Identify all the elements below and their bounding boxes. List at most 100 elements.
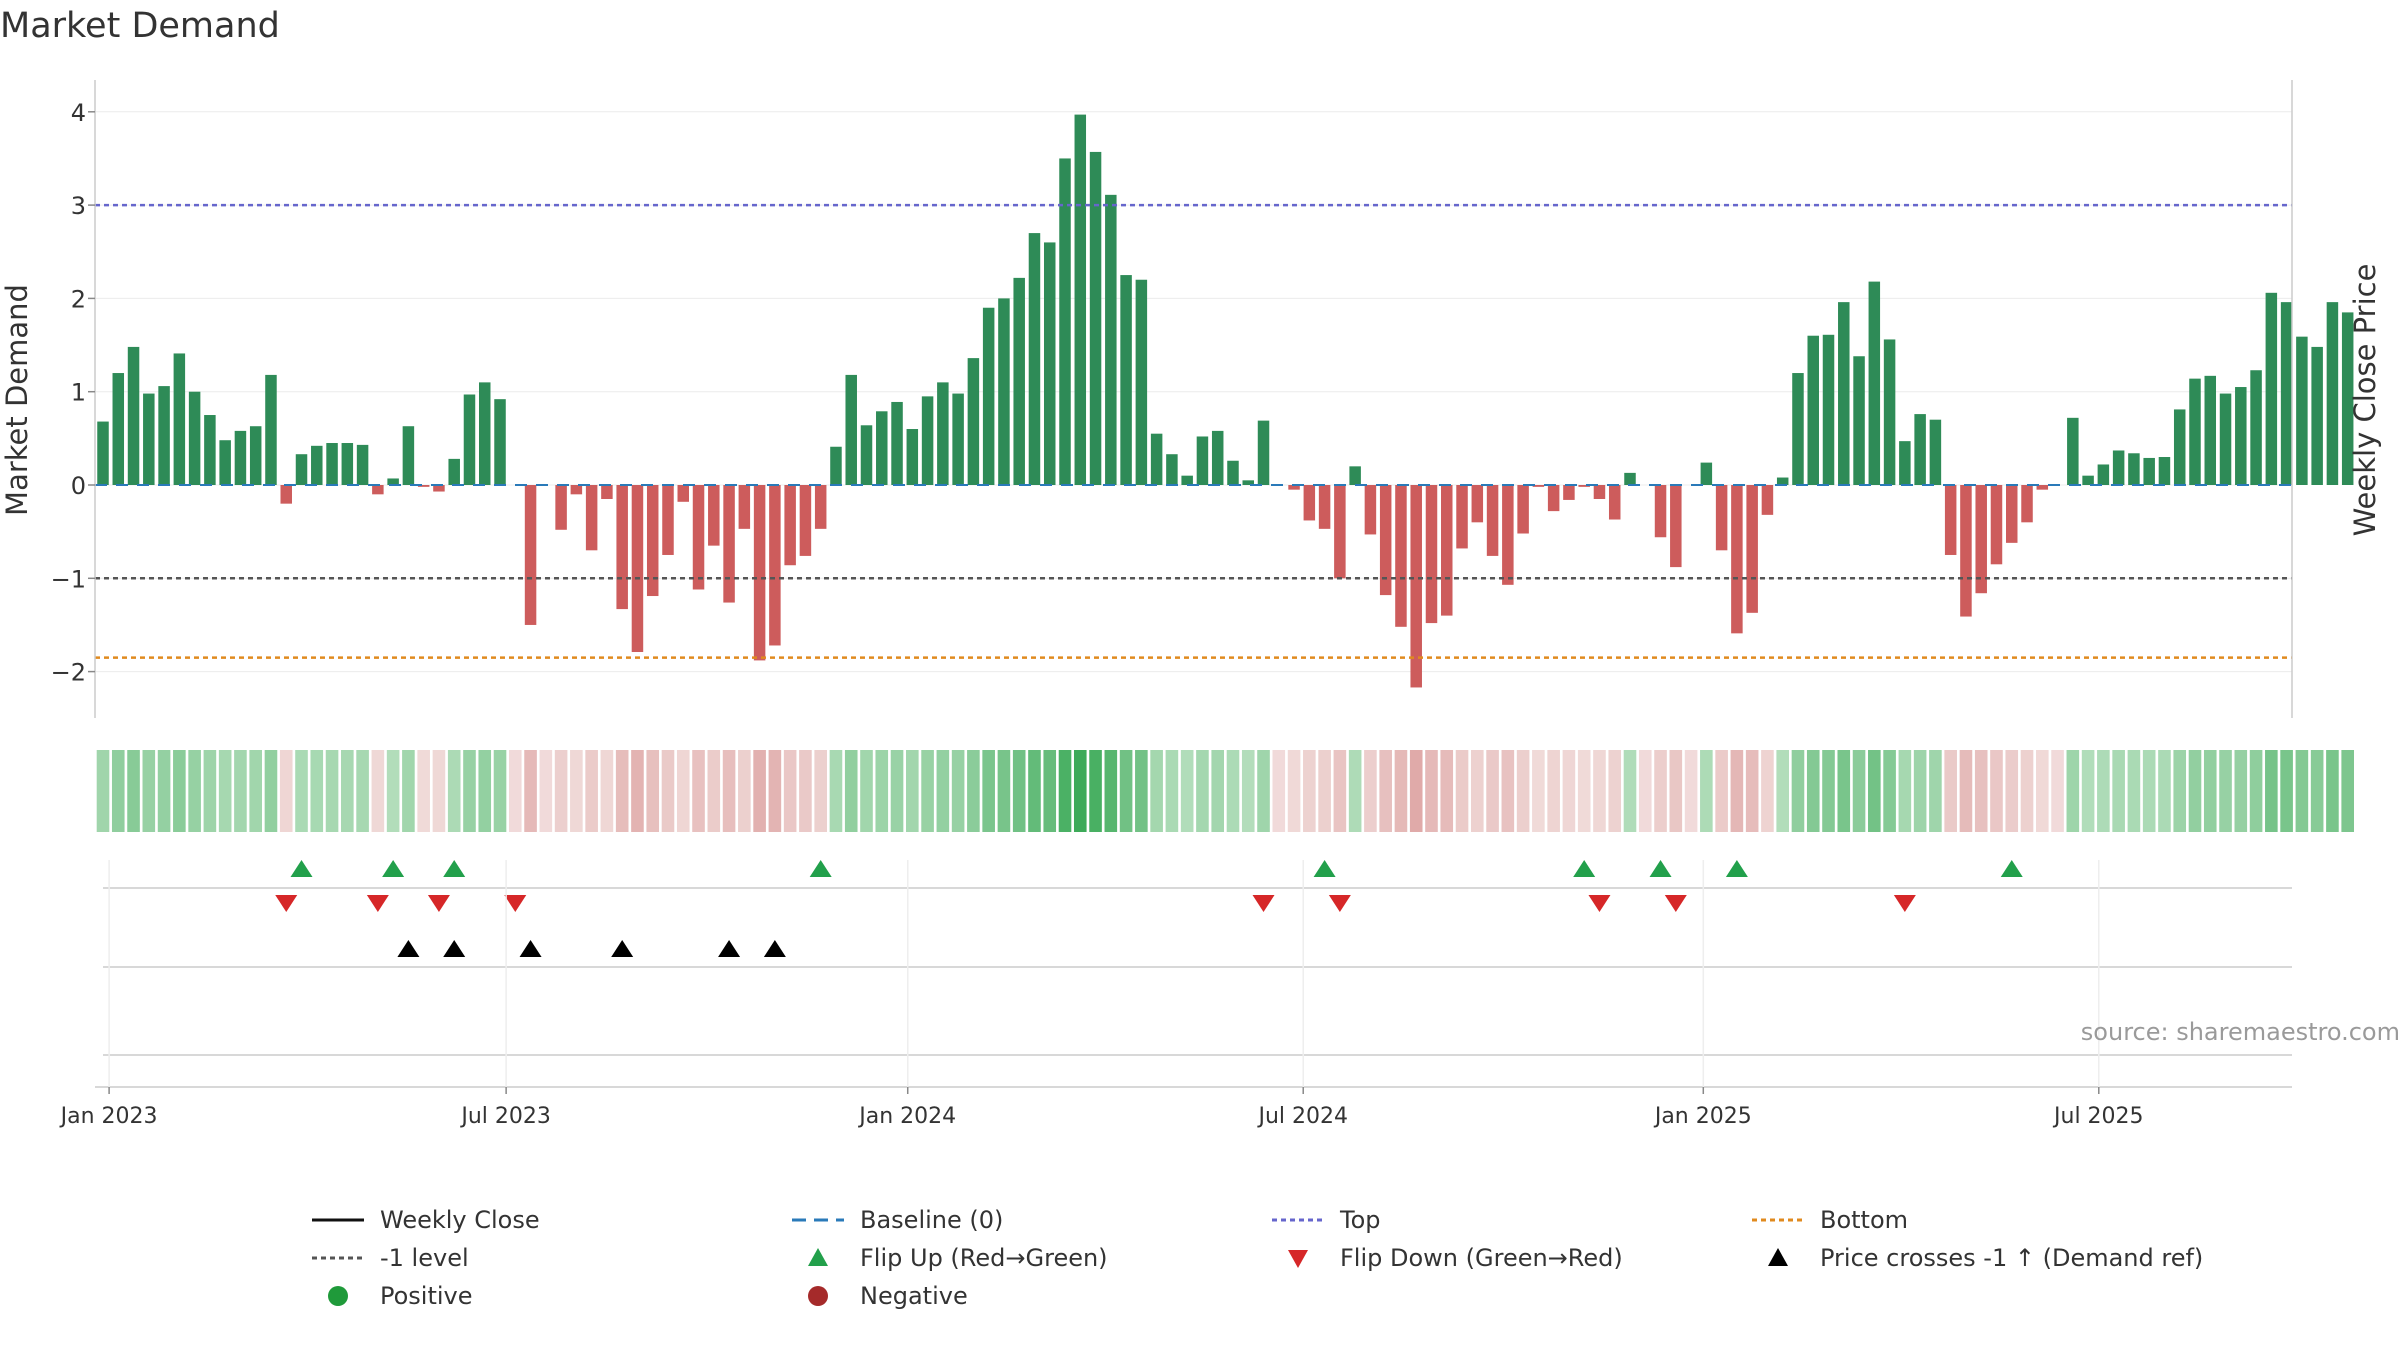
heat-cell-137 (2188, 750, 2202, 832)
heat-cell-121 (1944, 750, 1957, 832)
left-tick-label-5: −1 (51, 565, 86, 593)
heat-cell-38 (676, 750, 690, 832)
legend-bottom-symbol (1752, 1218, 1804, 1222)
heat-cell-89 (1455, 750, 1469, 832)
heat-cell-5 (173, 750, 186, 832)
legend-positive: Positive (308, 1281, 473, 1311)
heat-cell-47 (814, 750, 827, 832)
demand-bar-63 (1059, 158, 1071, 485)
legend-flip-down: Flip Down (Green→Red) (1268, 1243, 1623, 1273)
demand-bar-51 (876, 411, 888, 485)
demand-bar-50 (860, 425, 873, 485)
demand-bar-134 (2143, 457, 2155, 485)
heat-cell-141 (2249, 750, 2263, 832)
heat-cell-6 (188, 750, 201, 832)
heat-cell-50 (860, 750, 873, 832)
demand-bar-41 (723, 485, 735, 603)
demand-bar-12 (280, 485, 292, 504)
demand-bar-13 (295, 454, 308, 485)
demand-bar-116 (1868, 281, 1881, 485)
heat-cell-128 (2051, 750, 2064, 832)
demand-bar-93 (1517, 485, 1529, 534)
heat-cell-82 (1348, 750, 1362, 832)
heat-cell-140 (2234, 750, 2248, 832)
demand-bar-67 (1120, 275, 1132, 485)
demand-bar-86 (1410, 485, 1422, 688)
demand-bar-10 (249, 426, 262, 485)
heat-cell-95 (1547, 750, 1560, 832)
demand-bar-122 (1960, 485, 1972, 617)
heat-cell-79 (1303, 750, 1316, 832)
flip-up-marker-6 (1649, 860, 1672, 877)
demand-bar-130 (2082, 475, 2094, 485)
legend-weekly-close-symbol (312, 1218, 364, 1222)
heat-cell-9 (234, 750, 247, 832)
demand-bar-0 (97, 421, 109, 485)
heat-cell-76 (1257, 750, 1270, 832)
heat-cell-40 (707, 750, 721, 832)
demand-bar-43 (753, 485, 766, 661)
demand-bar-96 (1563, 485, 1575, 500)
demand-bar-80 (1318, 485, 1331, 529)
heat-cell-21 (417, 750, 430, 832)
heat-cell-2 (127, 750, 140, 832)
heat-cell-63 (1058, 750, 1072, 832)
demand-bar-106 (1715, 485, 1728, 551)
demand-bar-32 (585, 485, 598, 551)
demand-bar-26 (494, 399, 506, 485)
left-axis-title: Market Demand (0, 284, 34, 516)
heat-cell-66 (1104, 750, 1118, 832)
left-tick-label-4: 0 (71, 472, 86, 500)
heat-cell-23 (447, 750, 461, 832)
demand-bar-38 (677, 485, 690, 502)
demand-bar-138 (2204, 375, 2217, 485)
demand-bar-28 (524, 485, 537, 625)
price-cross-marker-0 (397, 940, 420, 957)
demand-bar-133 (2128, 453, 2140, 485)
demand-bar-111 (1792, 373, 1804, 485)
heat-cell-33 (600, 750, 614, 832)
heat-cell-19 (386, 750, 400, 832)
demand-bar-64 (1074, 114, 1087, 485)
x-tick-label-0: Jan 2023 (59, 1104, 158, 1129)
heat-cell-80 (1318, 750, 1331, 832)
legend-top-label: Top (1340, 1206, 1381, 1234)
demand-bar-30 (555, 485, 567, 530)
heat-cell-125 (2005, 750, 2019, 832)
flip-up-marker-8 (2000, 860, 2023, 877)
demand-bar-61 (1028, 233, 1041, 485)
demand-bar-75 (1242, 480, 1254, 485)
demand-bar-23 (448, 458, 460, 485)
heat-cell-94 (1532, 750, 1545, 832)
demand-bar-39 (692, 485, 705, 590)
legend-flip-up-label: Flip Up (Red→Green) (860, 1244, 1108, 1272)
heat-cell-29 (539, 750, 553, 832)
demand-bar-69 (1150, 433, 1163, 485)
heat-cell-142 (2265, 750, 2278, 832)
demand-bar-78 (1288, 485, 1300, 490)
flip-down-marker-5 (1328, 895, 1351, 912)
heat-cell-108 (1745, 750, 1759, 832)
heat-cell-131 (2097, 750, 2110, 832)
heat-cell-36 (646, 750, 660, 832)
heat-cell-20 (402, 750, 415, 832)
demand-bar-47 (814, 485, 827, 529)
legend-minus-one: -1 level (308, 1243, 469, 1273)
heat-cell-130 (2081, 750, 2095, 832)
heat-cell-102 (1654, 750, 1667, 832)
left-tick-label-6: −2 (51, 659, 86, 687)
heat-cell-61 (1028, 750, 1041, 832)
heat-cell-97 (1577, 750, 1591, 832)
heat-cell-93 (1516, 750, 1530, 832)
demand-bar-102 (1654, 485, 1667, 538)
flip-down-marker-3 (504, 895, 527, 912)
legend-top-symbol (1272, 1218, 1324, 1222)
heat-cell-14 (310, 750, 324, 832)
heat-cell-41 (722, 750, 736, 832)
demand-bar-90 (1471, 485, 1484, 523)
heat-cell-54 (921, 750, 934, 832)
heat-cell-101 (1638, 750, 1652, 832)
heat-cell-4 (157, 750, 171, 832)
demand-bar-125 (2006, 485, 2018, 543)
